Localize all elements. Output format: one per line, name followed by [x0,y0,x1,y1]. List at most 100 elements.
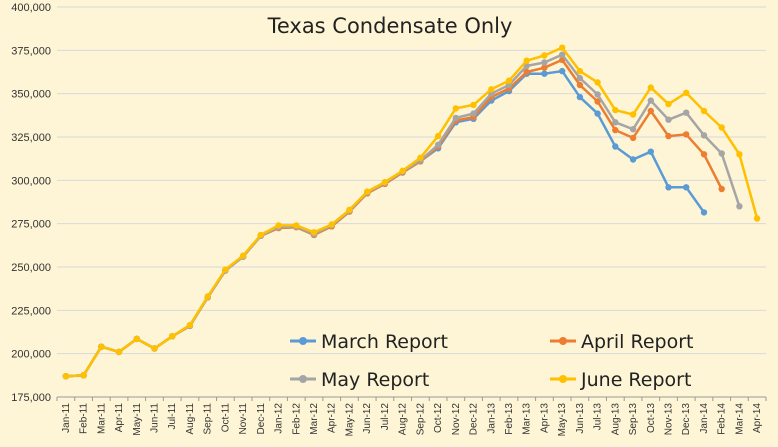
series-line [65,53,741,378]
x-tick-label: Feb-13 [504,403,515,435]
data-point [629,156,637,163]
x-tick-label: Jan-13 [486,403,497,434]
data-point [541,59,548,66]
data-point [576,67,584,75]
series-line [65,46,759,378]
data-point [683,131,690,138]
data-point [647,84,654,91]
y-tick-label: 350,000 [11,89,51,101]
data-point [399,167,406,174]
data-point [346,206,353,213]
gridlines [57,6,766,398]
x-tick-label: Nov-12 [451,403,462,436]
data-point [133,335,140,343]
data-point [647,107,654,115]
x-tick-label: Sep-13 [628,403,639,436]
y-tick-label: 300,000 [11,175,51,187]
y-tick-label: 375,000 [11,45,51,57]
data-point [576,81,584,89]
data-point [62,373,70,380]
legend-item: June Report [550,369,691,391]
x-tick-label: Apr-11 [114,403,125,433]
x-tick-label: Apr-14 [752,403,763,433]
x-tick-label: Dec-11 [256,403,267,435]
data-point [186,321,194,329]
data-point [115,348,123,356]
data-point [594,91,601,98]
legend-label: March Report [321,331,448,353]
data-point [523,57,530,64]
data-point [647,148,654,155]
data-point [612,119,619,126]
data-point [612,106,619,114]
legend-swatch-marker [299,337,307,345]
data-point [665,100,672,108]
legend-item: May Report [290,369,429,391]
x-tick-label: Feb-12 [291,403,302,435]
x-tick-label: Nov-13 [664,403,675,436]
data-point [80,372,87,379]
data-point [559,44,566,51]
x-tick-label: Jan-11 [61,403,72,433]
x-tick-label: May-13 [557,403,568,437]
data-point [169,333,176,340]
legend-label: June Report [580,369,691,391]
data-point [612,126,619,134]
data-point [647,97,654,104]
x-tick-label: Jun-12 [362,403,373,434]
data-point [576,93,584,101]
data-point [470,110,477,117]
axes: 175,000 200,000 225,000 250,000 275,000 300,0… [11,2,767,437]
data-point [629,111,637,118]
x-tick-label: Aug-12 [398,403,409,436]
data-point [275,222,282,229]
data-point [452,114,459,122]
legend-swatch-marker [559,375,567,383]
data-point [718,185,725,193]
data-point [753,215,761,222]
data-point [594,79,601,86]
data-point [594,98,601,105]
data-point [434,141,442,148]
legend-swatch-marker [559,337,567,345]
data-point [683,184,690,191]
data-point [310,229,318,236]
data-point [559,67,566,75]
data-point [98,343,105,350]
data-point [381,178,389,186]
x-tick-label: Jun-11 [149,403,160,433]
x-tick-label: Feb-11 [79,403,90,434]
x-tick-label: Sep-11 [203,403,214,435]
data-point [328,221,335,228]
data-point [204,293,211,300]
data-point [700,132,708,139]
x-tick-label: Oct-11 [220,403,231,433]
data-point [700,107,708,115]
data-point [488,86,495,93]
x-tick-label: May-12 [344,403,355,437]
legend: March Report April Report May Report June R… [290,331,693,391]
x-tick-label: Jul-12 [380,403,391,431]
x-tick-label: Feb-14 [717,403,728,435]
data-point [541,64,548,71]
x-tick-label: Jul-13 [593,403,604,431]
x-tick-label: Oct-13 [646,403,657,433]
y-tick-label: 200,000 [11,349,51,361]
x-tick-label: Mar-12 [309,403,320,435]
x-tick-label: Nov-11 [238,403,249,435]
data-point [293,222,300,229]
y-tick-label: 275,000 [11,219,51,231]
x-tick-label: May-11 [132,403,143,436]
data-point [364,188,371,195]
data-point [222,266,229,273]
data-point [683,89,690,97]
data-point [736,151,743,158]
data-point [665,116,672,123]
series-lines [62,44,761,380]
data-point [683,109,690,116]
y-tick-label: 325,000 [11,132,51,144]
legend-label: April Report [581,331,693,353]
series-line [65,58,723,378]
x-tick-label: Mar-11 [96,403,107,434]
